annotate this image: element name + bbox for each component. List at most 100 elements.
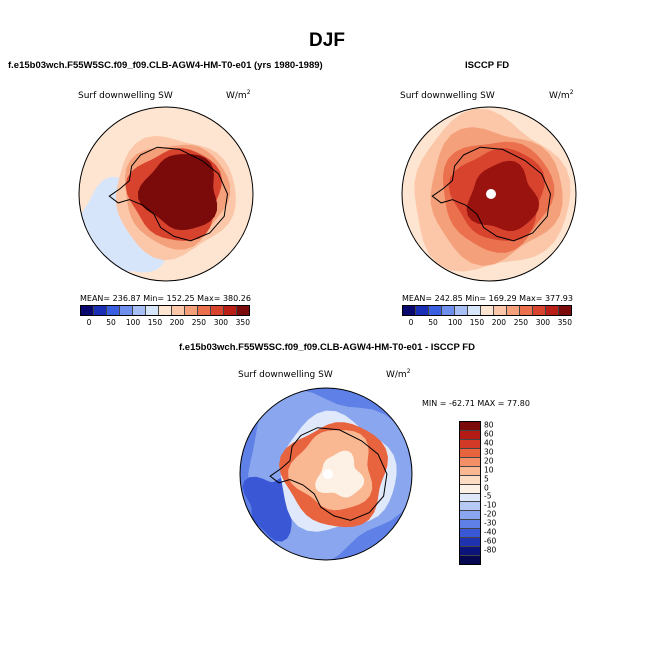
colorbar-swatch [460,422,480,431]
panel2-units-label: W/m2 [549,89,574,101]
colorbar-tick-label: 200 [491,318,507,327]
colorbar-tick-label: -5 [484,491,492,501]
colorbar-tick-label: 250 [513,318,529,327]
colorbar-swatch [460,529,480,539]
colorbar-tick-label: 300 [213,318,229,327]
coastline [431,146,552,242]
panel2-title: ISCCP FD [465,60,510,71]
colorbar-swatch [460,439,480,449]
panel3-units-label: W/m2 [386,368,411,380]
pole-mask [323,469,333,479]
panel1-stats: MEAN= 236.87 Min= 152.25 Max= 380.26 [80,294,251,303]
colorbar-swatch [224,306,237,315]
colorbar-tick-label: 150 [147,318,163,327]
colorbar-tick-label: 50 [106,318,116,327]
panel1-units-label: W/m2 [226,89,251,101]
field-contour [466,160,540,232]
main-title: DJF [309,30,345,51]
colorbar-swatch [460,466,480,476]
panel3-title: f.e15b03wch.F55W5SC.f09_f09.CLB-AGW4-HM-… [179,342,475,353]
map-boundary [78,106,254,282]
colorbar-swatch [455,306,468,315]
colorbar-swatch [460,430,480,440]
pole-mask [486,189,496,199]
colorbar-tick-label: 250 [191,318,207,327]
colorbar-swatch [559,306,571,315]
colorbar-swatch [403,306,416,315]
colorbar-tick-label: 10 [484,465,494,475]
colorbar-tick-label: 0 [484,483,489,493]
panel1-title: f.e15b03wch.F55W5SC.f09_f09.CLB-AGW4-HM-… [8,60,323,71]
colorbar-tick-label: 60 [484,429,494,439]
colorbar-tick-label: -80 [484,545,497,555]
panel2-stats: MEAN= 242.85 Min= 169.29 Max= 377.93 [402,294,573,303]
field-contour [138,154,218,231]
colorbar-swatch [460,448,480,458]
colorbar-tick-label: 30 [484,447,494,457]
colorbar-swatch [133,306,146,315]
colorbar-tick-label: -10 [484,500,497,510]
colorbar-swatch [460,493,480,503]
colorbar-swatch [416,306,429,315]
panel1-colorbar [80,305,250,316]
panel3-stats: MIN = -62.71 MAX = 77.80 [422,399,530,408]
map-field [79,107,253,281]
colorbar-tick-label: -60 [484,536,497,546]
colorbar-swatch [81,306,94,315]
colorbar-tick-label: 300 [535,318,551,327]
colorbar-tick-label: 20 [484,456,494,466]
colorbar-swatch [460,556,480,564]
colorbar-swatch [94,306,107,315]
colorbar-tick-label: 50 [428,318,438,327]
colorbar-swatch [211,306,224,315]
colorbar-swatch [520,306,533,315]
colorbar-tick-label: 100 [447,318,463,327]
colorbar-tick-label: 80 [484,420,494,430]
field-contour [315,450,365,498]
colorbar-tick-label: 5 [484,474,489,484]
colorbar-tick-label: -20 [484,509,497,519]
colorbar-tick-label: 200 [169,318,185,327]
colorbar-swatch [507,306,520,315]
map-boundary [401,106,577,282]
colorbar-swatch [460,502,480,512]
colorbar-swatch [481,306,494,315]
coastline [269,427,388,521]
colorbar-swatch [460,511,480,521]
colorbar-tick-label: 350 [557,318,572,327]
colorbar-swatch [107,306,120,315]
colorbar-swatch [533,306,546,315]
coastline [108,146,229,242]
panel1-variable-label: Surf downwelling SW [78,91,173,101]
colorbar-swatch [120,306,133,315]
colorbar-swatch [460,520,480,530]
colorbar-swatch [237,306,249,315]
colorbar-swatch [468,306,481,315]
colorbar-swatch [159,306,172,315]
colorbar-tick-label: 350 [235,318,250,327]
colorbar-tick-label: -40 [484,527,497,537]
colorbar-swatch [146,306,159,315]
colorbar-swatch [460,475,480,485]
colorbar-swatch [198,306,211,315]
panel3-variable-label: Surf downwelling SW [238,370,333,380]
colorbar-swatch [460,484,480,494]
colorbar-tick-label: 150 [469,318,485,327]
colorbar-swatch [185,306,198,315]
colorbar-swatch [460,547,480,557]
colorbar-tick-label: 0 [86,318,92,327]
colorbar-swatch [460,538,480,548]
panel3-colorbar [459,421,481,565]
colorbar-tick-label: 0 [408,318,414,327]
panel2-variable-label: Surf downwelling SW [400,91,495,101]
colorbar-tick-label: -30 [484,518,497,528]
colorbar-tick-label: 100 [125,318,141,327]
panel2-colorbar [402,305,572,316]
colorbar-swatch [442,306,455,315]
colorbar-tick-label: 40 [484,438,494,448]
colorbar-swatch [546,306,559,315]
colorbar-swatch [172,306,185,315]
